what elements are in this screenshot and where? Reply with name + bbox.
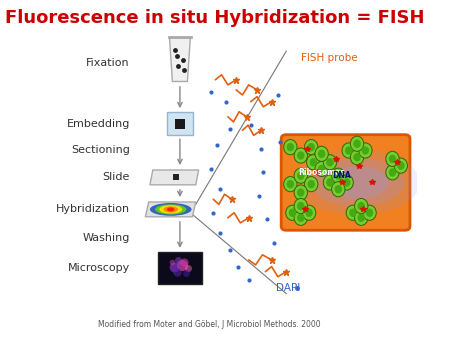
Ellipse shape <box>345 146 353 155</box>
Text: Modified from Moter and Göbel, J Microbiol Methods. 2000: Modified from Moter and Göbel, J Microbi… <box>98 320 320 329</box>
Ellipse shape <box>284 140 297 155</box>
Ellipse shape <box>386 151 399 167</box>
Ellipse shape <box>342 143 356 158</box>
Polygon shape <box>150 170 199 185</box>
Ellipse shape <box>294 198 308 214</box>
Ellipse shape <box>353 140 361 148</box>
Ellipse shape <box>349 209 356 217</box>
Ellipse shape <box>326 178 334 187</box>
Ellipse shape <box>323 175 337 190</box>
Ellipse shape <box>357 202 365 210</box>
Ellipse shape <box>304 176 318 192</box>
Ellipse shape <box>294 210 308 225</box>
Ellipse shape <box>289 209 296 217</box>
Ellipse shape <box>164 207 178 212</box>
Ellipse shape <box>323 155 337 170</box>
Ellipse shape <box>297 151 304 160</box>
Ellipse shape <box>362 146 369 155</box>
Ellipse shape <box>366 209 374 217</box>
Ellipse shape <box>159 205 182 214</box>
Ellipse shape <box>150 203 191 216</box>
Ellipse shape <box>389 168 396 176</box>
FancyBboxPatch shape <box>281 135 410 230</box>
Ellipse shape <box>284 176 297 192</box>
Text: Microscopy: Microscopy <box>68 263 130 273</box>
Ellipse shape <box>310 158 404 207</box>
FancyBboxPatch shape <box>166 112 193 135</box>
Ellipse shape <box>302 205 316 220</box>
Ellipse shape <box>155 204 186 214</box>
Polygon shape <box>170 38 191 81</box>
Text: Ribosomes: Ribosomes <box>299 168 346 177</box>
Ellipse shape <box>305 209 313 217</box>
Ellipse shape <box>386 165 399 180</box>
Ellipse shape <box>318 165 325 173</box>
Ellipse shape <box>326 166 389 199</box>
Text: Fixation: Fixation <box>86 58 130 68</box>
Text: Fluorescence in situ Hybridization = FISH: Fluorescence in situ Hybridization = FIS… <box>5 9 424 27</box>
Ellipse shape <box>286 205 299 220</box>
Ellipse shape <box>315 146 328 162</box>
Ellipse shape <box>332 182 345 197</box>
Text: Hybridization: Hybridization <box>56 204 130 214</box>
Ellipse shape <box>294 168 308 183</box>
Text: Sectioning: Sectioning <box>71 145 130 155</box>
Ellipse shape <box>297 188 304 197</box>
FancyBboxPatch shape <box>158 252 201 284</box>
Ellipse shape <box>287 180 294 188</box>
Ellipse shape <box>315 162 328 176</box>
Ellipse shape <box>297 202 304 210</box>
Ellipse shape <box>326 158 334 167</box>
Ellipse shape <box>294 148 308 163</box>
Text: Embedding: Embedding <box>66 119 130 128</box>
Ellipse shape <box>287 143 294 151</box>
Ellipse shape <box>363 205 376 220</box>
Ellipse shape <box>335 185 342 193</box>
Ellipse shape <box>357 214 365 222</box>
Ellipse shape <box>297 171 304 180</box>
Ellipse shape <box>389 155 396 163</box>
Ellipse shape <box>297 214 304 222</box>
Text: FISH probe: FISH probe <box>301 53 357 63</box>
Ellipse shape <box>346 205 360 220</box>
Polygon shape <box>146 202 196 217</box>
Text: DNA: DNA <box>332 171 351 180</box>
Ellipse shape <box>307 155 320 170</box>
Ellipse shape <box>167 208 174 211</box>
Ellipse shape <box>332 168 345 183</box>
Ellipse shape <box>294 185 308 200</box>
Ellipse shape <box>304 140 318 155</box>
Ellipse shape <box>394 158 408 173</box>
Ellipse shape <box>350 150 364 165</box>
Text: Slide: Slide <box>102 172 130 183</box>
Ellipse shape <box>335 171 342 180</box>
Ellipse shape <box>343 178 350 187</box>
Ellipse shape <box>295 150 420 215</box>
Ellipse shape <box>353 153 361 162</box>
Ellipse shape <box>350 136 364 151</box>
Text: Washing: Washing <box>82 233 130 243</box>
Ellipse shape <box>359 143 372 158</box>
Ellipse shape <box>340 175 353 190</box>
Ellipse shape <box>318 150 325 158</box>
Text: DAPI: DAPI <box>276 284 300 293</box>
Ellipse shape <box>355 210 368 225</box>
Ellipse shape <box>397 162 405 170</box>
Ellipse shape <box>310 158 317 167</box>
Ellipse shape <box>308 180 315 188</box>
Ellipse shape <box>308 143 315 151</box>
Ellipse shape <box>355 198 368 214</box>
